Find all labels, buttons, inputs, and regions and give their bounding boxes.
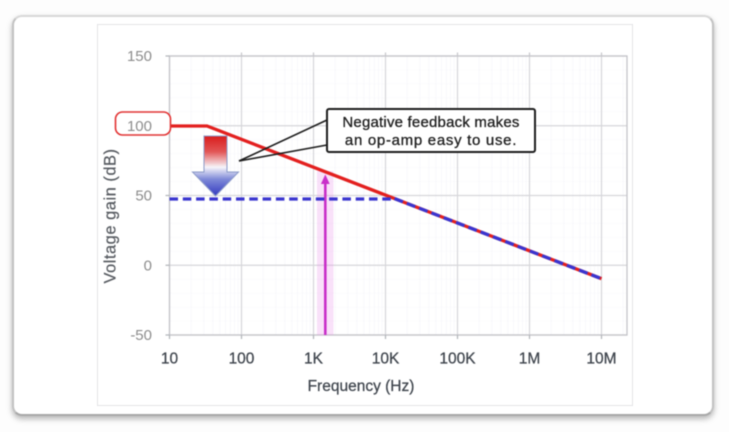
svg-text:150: 150 xyxy=(127,48,152,65)
svg-text:10K: 10K xyxy=(372,351,400,368)
svg-text:an op-amp easy to use.: an op-amp easy to use. xyxy=(345,132,517,149)
svg-text:1M: 1M xyxy=(519,351,541,368)
svg-text:10M: 10M xyxy=(586,351,616,368)
svg-text:-50: -50 xyxy=(130,327,152,344)
svg-text:100: 100 xyxy=(229,351,255,368)
svg-text:10: 10 xyxy=(161,351,179,368)
svg-text:100K: 100K xyxy=(439,351,476,368)
svg-text:Negative feedback makes: Negative feedback makes xyxy=(342,114,519,131)
svg-text:1K: 1K xyxy=(304,351,324,368)
svg-text:Frequency (Hz): Frequency (Hz) xyxy=(308,378,415,395)
svg-text:Voltage gain (dB): Voltage gain (dB) xyxy=(102,148,120,283)
svg-text:0: 0 xyxy=(144,257,152,274)
svg-text:50: 50 xyxy=(135,188,152,205)
svg-text:100: 100 xyxy=(127,118,152,135)
